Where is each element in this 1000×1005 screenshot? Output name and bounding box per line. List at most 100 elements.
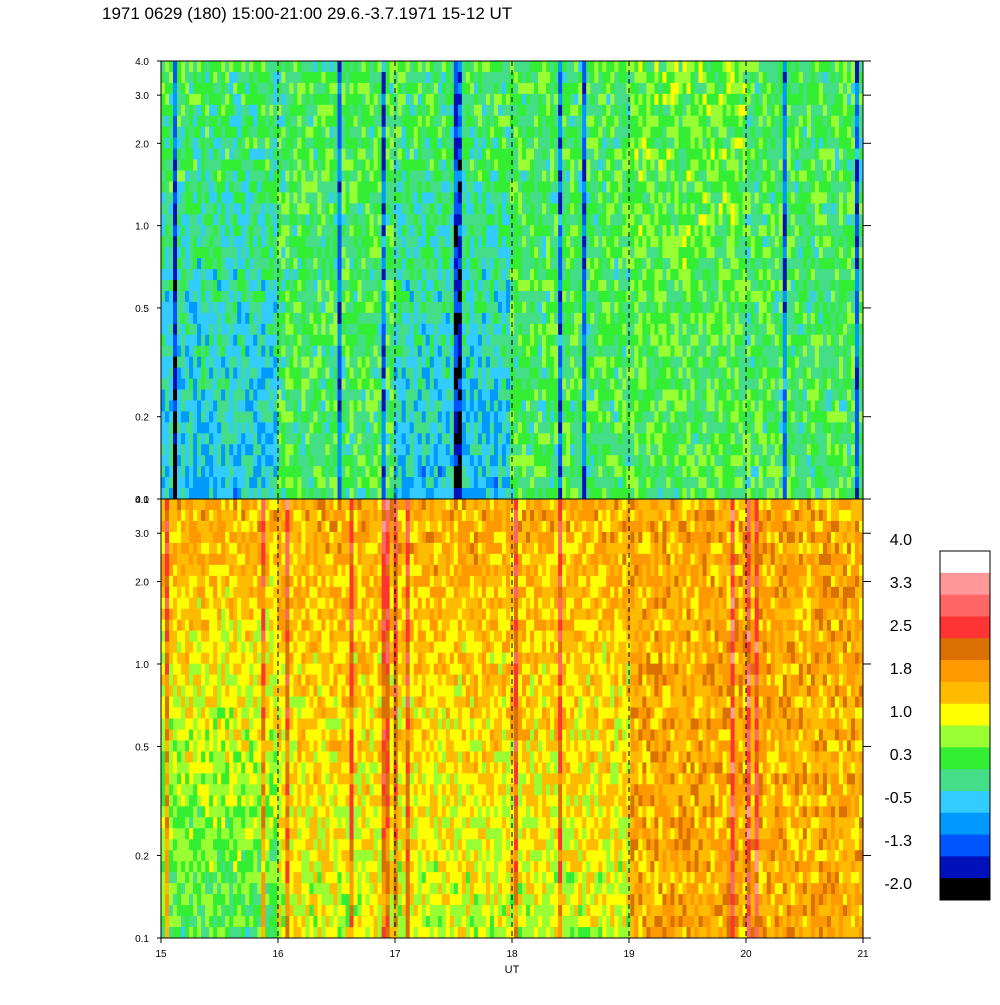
heatmap-cell <box>257 126 262 138</box>
heatmap-cell <box>217 225 222 237</box>
heatmap-cell <box>177 93 182 106</box>
heatmap-cell <box>538 334 543 346</box>
heatmap-cell <box>297 312 302 325</box>
heatmap-cell <box>217 61 222 73</box>
heatmap-cell <box>321 334 326 346</box>
heatmap-cell <box>173 82 178 95</box>
heatmap-cell <box>289 115 294 127</box>
heatmap-cell <box>281 334 286 346</box>
heatmap-cell <box>221 466 226 478</box>
heatmap-cell <box>433 71 439 84</box>
heatmap-cell <box>221 411 226 423</box>
heatmap-cell <box>177 82 182 95</box>
heatmap-cell <box>249 236 254 248</box>
heatmap-cell <box>526 159 531 171</box>
heatmap-cell <box>558 444 563 456</box>
heatmap-cell <box>301 290 306 303</box>
heatmap-cell <box>562 345 567 357</box>
heatmap-cell <box>634 159 639 171</box>
heatmap-cell <box>289 345 294 357</box>
heatmap-cell <box>301 323 306 336</box>
heatmap-cell <box>630 159 635 171</box>
heatmap-cell <box>197 455 202 467</box>
heatmap-cell <box>189 290 194 303</box>
heatmap-cell <box>610 148 615 160</box>
heatmap-cell <box>618 367 623 379</box>
heatmap-cell <box>397 137 402 149</box>
heatmap-cell <box>493 269 499 281</box>
heatmap-cell <box>385 225 390 237</box>
heatmap-cell <box>590 290 595 303</box>
heatmap-cell <box>562 236 567 248</box>
heatmap-cell <box>225 71 230 84</box>
heatmap-cell <box>630 93 635 106</box>
heatmap-cell <box>582 477 587 489</box>
heatmap-cell <box>209 170 214 182</box>
heatmap-cell <box>337 148 342 160</box>
heatmap-cell <box>582 411 587 423</box>
heatmap-cell <box>465 389 471 401</box>
heatmap-cell <box>646 400 651 412</box>
heatmap-cell <box>177 356 182 368</box>
heatmap-cell <box>257 236 262 248</box>
heatmap-cell <box>161 356 166 368</box>
heatmap-cell <box>233 247 238 259</box>
heatmap-cell <box>197 312 202 325</box>
heatmap-cell <box>401 148 406 160</box>
heatmap-cell <box>341 488 346 500</box>
heatmap-cell <box>453 137 459 149</box>
heatmap-cell <box>654 411 659 423</box>
heatmap-cell <box>285 444 290 456</box>
heatmap-cell <box>277 61 282 73</box>
heatmap-cell <box>622 71 627 84</box>
heatmap-cell <box>217 334 222 346</box>
heatmap-cell <box>197 323 202 336</box>
heatmap-cell <box>165 159 170 171</box>
heatmap-cell <box>638 280 643 292</box>
heatmap-cell <box>337 159 342 171</box>
heatmap-cell <box>606 148 611 160</box>
heatmap-cell <box>357 170 362 182</box>
heatmap-cell <box>201 82 206 95</box>
heatmap-cell <box>538 93 543 106</box>
heatmap-cell <box>582 400 587 412</box>
heatmap-cell <box>437 170 443 182</box>
heatmap-cell <box>477 236 483 248</box>
heatmap-cell <box>578 181 583 193</box>
heatmap-cell <box>570 290 575 303</box>
heatmap-cell <box>297 104 302 117</box>
heatmap-cell <box>289 137 294 149</box>
heatmap-cell <box>329 71 334 84</box>
heatmap-cell <box>405 290 411 303</box>
heatmap-cell <box>293 290 298 303</box>
heatmap-cell <box>349 301 354 314</box>
heatmap-cell <box>181 455 186 467</box>
heatmap-cell <box>546 93 551 106</box>
heatmap-cell <box>205 389 210 401</box>
heatmap-cell <box>285 455 290 467</box>
heatmap-cell <box>469 389 475 401</box>
heatmap-cell <box>614 203 619 215</box>
heatmap-cell <box>169 269 174 281</box>
heatmap-cell <box>353 312 358 325</box>
heatmap-cell <box>361 192 366 204</box>
heatmap-cell <box>169 236 174 248</box>
heatmap-cell <box>654 104 659 117</box>
heatmap-cell <box>405 192 411 204</box>
heatmap-cell <box>269 444 274 456</box>
heatmap-cell <box>614 93 619 106</box>
heatmap-cell <box>409 82 415 95</box>
heatmap-cell <box>285 400 290 412</box>
heatmap-cell <box>333 192 338 204</box>
heatmap-cell <box>249 280 254 292</box>
heatmap-cell <box>225 247 230 259</box>
heatmap-cell <box>321 192 326 204</box>
heatmap-cell <box>221 236 226 248</box>
heatmap-cell <box>257 115 262 127</box>
heatmap-cell <box>333 466 338 478</box>
heatmap-cell <box>373 367 378 379</box>
heatmap-cell <box>345 214 350 226</box>
heatmap-cell <box>473 488 479 500</box>
heatmap-cell <box>465 236 471 248</box>
heatmap-cell <box>213 488 218 500</box>
